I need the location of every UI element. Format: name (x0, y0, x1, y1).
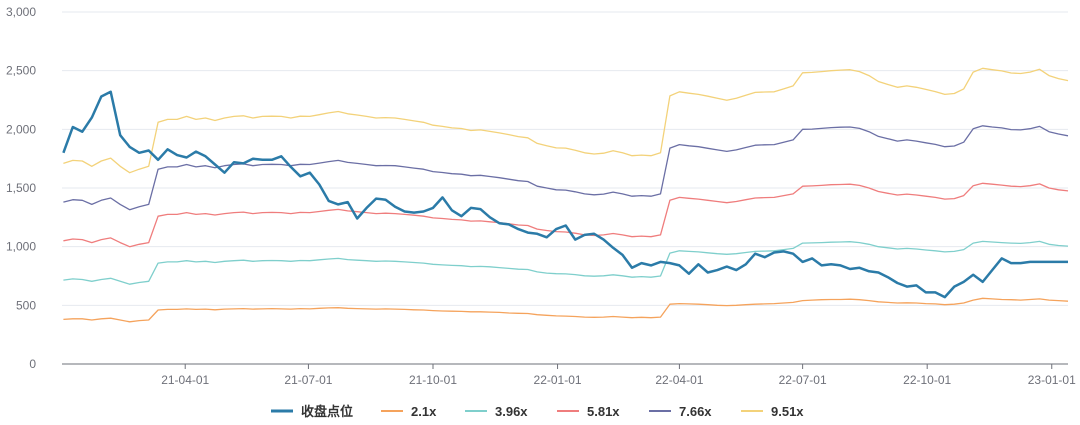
y-axis: 0 500 1,000 1,500 2,000 2,500 3,000 (6, 5, 36, 371)
y-tick-label: 1,500 (6, 181, 36, 195)
x-tick-label: 22-10-01 (903, 373, 951, 387)
legend-label[interactable]: 5.81x (587, 404, 620, 419)
x-tick-label: 22-04-01 (655, 373, 703, 387)
x-tick-label: 23-01-01 (1028, 373, 1076, 387)
series-line-1 (63, 297, 1069, 323)
legend-label[interactable]: 3.96x (495, 404, 528, 419)
y-tick-label: 3,000 (6, 5, 36, 19)
y-tick-label: 2,500 (6, 64, 36, 78)
legend: 收盘点位 2.1x 3.96x 5.81x 7.66x 9.51x (271, 404, 804, 419)
x-tick-label: 21-04-01 (161, 373, 209, 387)
series-line-4 (63, 125, 1069, 211)
grid (62, 11, 1068, 306)
series-line-5 (63, 67, 1069, 174)
y-tick-label: 2,000 (6, 122, 36, 136)
x-tick-label: 21-10-01 (409, 373, 457, 387)
x-tick-label: 22-07-01 (779, 373, 827, 387)
series-group (62, 67, 1069, 323)
y-tick-label: 500 (16, 298, 36, 312)
x-axis: 21-04-01 21-07-01 21-10-01 22-01-01 22-04-01… (62, 363, 1076, 387)
series-line-2 (63, 240, 1069, 285)
x-tick-label: 22-01-01 (534, 373, 582, 387)
legend-label[interactable]: 7.66x (679, 404, 712, 419)
series-line-0 (62, 90, 1068, 299)
y-tick-label: 1,000 (6, 240, 36, 254)
legend-label[interactable]: 收盘点位 (301, 404, 353, 419)
x-tick-label: 21-07-01 (284, 373, 332, 387)
legend-label[interactable]: 9.51x (771, 404, 804, 419)
y-tick-label: 0 (29, 357, 36, 371)
series-line-3 (63, 182, 1069, 248)
legend-label[interactable]: 2.1x (411, 404, 437, 419)
